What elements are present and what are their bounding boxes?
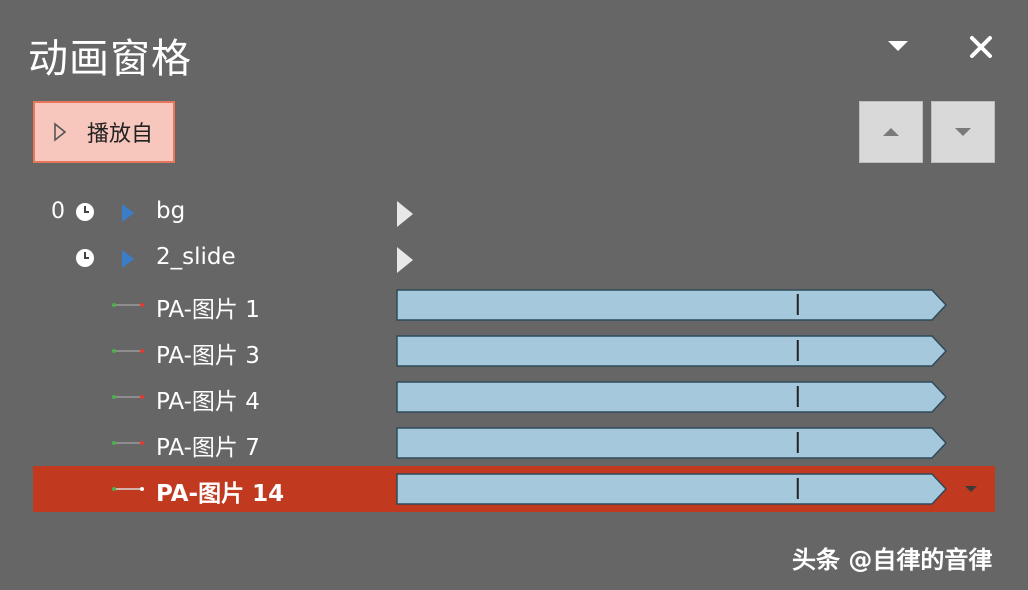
animation-item-pa-picture-7[interactable]: PA-图片 7 xyxy=(33,420,995,466)
animation-name: 2_slide xyxy=(156,244,236,270)
play-from-button[interactable]: 播放自 xyxy=(33,101,175,163)
expand-triangle-icon[interactable] xyxy=(121,203,135,223)
play-triangle-icon[interactable] xyxy=(396,246,414,274)
animation-name: PA-图片 3 xyxy=(156,343,260,369)
chevron-down-icon[interactable] xyxy=(963,483,979,495)
animation-name: bg xyxy=(156,198,186,224)
animation-pane-title: 动画窗格 xyxy=(28,36,192,82)
animation-item-pa-picture-4[interactable]: PA-图片 4 xyxy=(33,374,995,420)
animation-item-pa-picture-14[interactable]: PA-图片 14 xyxy=(33,466,995,512)
clock-icon xyxy=(76,203,94,221)
animation-index: 0 xyxy=(51,199,65,224)
move-down-button[interactable] xyxy=(931,101,995,163)
close-icon[interactable] xyxy=(966,32,996,62)
timeline-bar[interactable] xyxy=(396,473,948,505)
animation-item-pa-picture-3[interactable]: PA-图片 3 xyxy=(33,328,995,374)
play-triangle-icon xyxy=(54,122,67,142)
play-from-label: 播放自 xyxy=(87,122,154,147)
clock-icon xyxy=(76,249,94,267)
watermark: 头条 @自律的音律 xyxy=(792,546,993,574)
animation-name: PA-图片 14 xyxy=(156,481,285,507)
timeline-bar[interactable] xyxy=(396,427,948,459)
motion-path-icon xyxy=(112,487,144,491)
move-down-icon xyxy=(955,128,971,136)
chevron-down-icon[interactable] xyxy=(884,36,912,56)
animation-item-pa-picture-1[interactable]: PA-图片 1 xyxy=(33,282,995,328)
timeline-bar[interactable] xyxy=(396,381,948,413)
animation-name: PA-图片 4 xyxy=(156,389,260,415)
expand-triangle-icon[interactable] xyxy=(121,249,135,269)
animation-item-2-slide[interactable]: 2_slide xyxy=(33,236,995,282)
animation-item-bg[interactable]: 0 bg xyxy=(33,190,995,236)
animation-name: PA-图片 1 xyxy=(156,297,260,323)
move-up-icon xyxy=(883,128,899,136)
animation-name: PA-图片 7 xyxy=(156,435,260,461)
move-up-button[interactable] xyxy=(859,101,923,163)
timeline-bar[interactable] xyxy=(396,335,948,367)
motion-path-icon xyxy=(112,303,144,307)
motion-path-icon xyxy=(112,349,144,353)
timeline-bar[interactable] xyxy=(396,289,948,321)
motion-path-icon xyxy=(112,395,144,399)
play-triangle-icon[interactable] xyxy=(396,200,414,228)
motion-path-icon xyxy=(112,441,144,445)
